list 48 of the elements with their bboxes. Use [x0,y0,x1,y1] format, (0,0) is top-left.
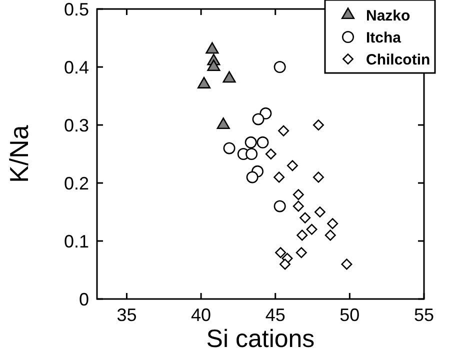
point [246,148,258,160]
point [278,125,290,136]
y-tick-label: 0.4 [64,57,89,78]
y-tick-label: 0.1 [64,231,89,252]
point [312,120,324,130]
point [207,60,220,72]
point [222,71,236,83]
point [314,206,326,218]
point [292,189,304,200]
point [265,148,276,160]
point [275,247,286,258]
y-axis-title: K/Na [4,124,34,183]
point [244,136,257,148]
legend-label: Nazko [366,7,410,24]
point [197,76,211,88]
y-tick-label: 0.2 [64,173,89,194]
y-tick-label: 0.3 [64,115,89,136]
point [341,258,352,270]
x-axis-title: Si cations [206,325,315,353]
point [252,113,264,126]
x-tick-label: 35 [116,305,137,325]
point [216,118,230,130]
point [274,172,285,183]
point [223,142,236,154]
point [256,136,269,148]
point [306,224,318,235]
x-tick-label: 50 [340,305,360,325]
point [206,42,219,54]
point [274,200,286,212]
x-tick-label: 55 [414,305,434,325]
point [260,107,272,120]
x-tick-label: 45 [265,305,286,325]
point [300,212,311,224]
y-tick-label: 0 [78,289,89,310]
legend-label: Chilcotin [366,51,430,68]
point [312,172,324,183]
legend-label: Itcha [366,29,402,46]
point [292,200,304,212]
y-tick-label: 0.5 [64,0,89,20]
x-tick-label: 40 [191,305,212,325]
point [296,247,307,258]
point [296,230,308,241]
point [286,160,298,172]
point [280,258,291,270]
point [327,218,338,230]
point [246,171,258,184]
point [324,230,336,241]
point [274,61,286,73]
